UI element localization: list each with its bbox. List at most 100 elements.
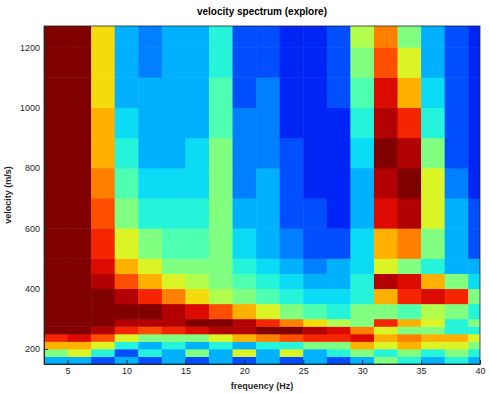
x-tick-mark — [126, 360, 127, 364]
cell — [421, 326, 445, 334]
cell — [280, 289, 304, 305]
cell — [68, 273, 92, 289]
cell — [350, 273, 374, 289]
cell — [445, 198, 469, 229]
cell — [162, 258, 186, 274]
cell — [256, 273, 280, 289]
cell — [44, 289, 68, 305]
cell — [91, 107, 115, 138]
cell — [233, 26, 257, 48]
cell — [138, 289, 162, 305]
cell — [209, 356, 233, 364]
cell — [421, 77, 445, 108]
cell — [256, 228, 280, 259]
cell — [303, 334, 327, 342]
cell — [350, 138, 374, 169]
cell — [185, 77, 209, 108]
cell — [468, 273, 480, 289]
cell — [398, 228, 422, 259]
cell — [209, 349, 233, 357]
cell — [138, 304, 162, 320]
x-tick: 15 — [181, 360, 191, 376]
cell — [115, 138, 139, 169]
y-axis: 20040060080010001200 — [20, 27, 48, 365]
cell — [91, 198, 115, 229]
cell — [44, 341, 68, 349]
x-tick-label: 20 — [240, 366, 250, 376]
cell — [421, 341, 445, 349]
cell — [68, 304, 92, 320]
cell — [115, 304, 139, 320]
cell — [468, 304, 480, 320]
cell — [468, 47, 480, 78]
cell — [138, 349, 162, 357]
cell — [209, 273, 233, 289]
cell — [91, 47, 115, 78]
cell — [256, 319, 280, 327]
cell — [233, 77, 257, 108]
cell — [233, 304, 257, 320]
x-tick: 10 — [122, 360, 132, 376]
cell — [327, 319, 351, 327]
cell — [162, 198, 186, 229]
cell — [162, 77, 186, 108]
cell — [185, 107, 209, 138]
x-tick-label: 5 — [66, 366, 71, 376]
cell — [303, 289, 327, 305]
cell — [68, 228, 92, 259]
cell — [256, 258, 280, 274]
cell — [421, 168, 445, 199]
cell — [115, 326, 139, 334]
y-tick-label: 1000 — [20, 103, 40, 113]
cell — [68, 168, 92, 199]
x-tick-label: 40 — [475, 366, 485, 376]
cell — [445, 258, 469, 274]
cell — [91, 304, 115, 320]
cell — [350, 107, 374, 138]
cell — [398, 26, 422, 48]
cell — [445, 26, 469, 48]
x-tick-mark — [362, 360, 363, 364]
y-tick-mark — [44, 228, 48, 229]
x-tick-mark — [185, 360, 186, 364]
cell — [209, 168, 233, 199]
cell — [233, 273, 257, 289]
cell — [421, 349, 445, 357]
cell — [280, 334, 304, 342]
cell — [374, 198, 398, 229]
cell — [303, 198, 327, 229]
cell — [162, 349, 186, 357]
cell — [233, 138, 257, 169]
cell — [445, 228, 469, 259]
cell — [374, 258, 398, 274]
cell — [468, 168, 480, 199]
cell — [327, 138, 351, 169]
cell — [350, 334, 374, 342]
cell — [138, 138, 162, 169]
cell — [185, 326, 209, 334]
cell — [468, 289, 480, 305]
x-tick: 25 — [299, 360, 309, 376]
cell — [350, 228, 374, 259]
cell — [327, 26, 351, 48]
cell — [91, 349, 115, 357]
cell — [233, 228, 257, 259]
cell — [280, 168, 304, 199]
cell — [209, 304, 233, 320]
cell — [44, 77, 68, 108]
cell — [303, 273, 327, 289]
x-tick: 20 — [240, 360, 250, 376]
cell — [138, 26, 162, 48]
cell — [68, 198, 92, 229]
y-tick: 800 — [25, 163, 48, 173]
cell — [209, 289, 233, 305]
cell — [209, 26, 233, 48]
cell — [185, 198, 209, 229]
cell — [468, 341, 480, 349]
cell — [138, 47, 162, 78]
cell — [185, 258, 209, 274]
cell — [115, 319, 139, 327]
cell — [44, 198, 68, 229]
cell — [233, 341, 257, 349]
cell — [445, 326, 469, 334]
